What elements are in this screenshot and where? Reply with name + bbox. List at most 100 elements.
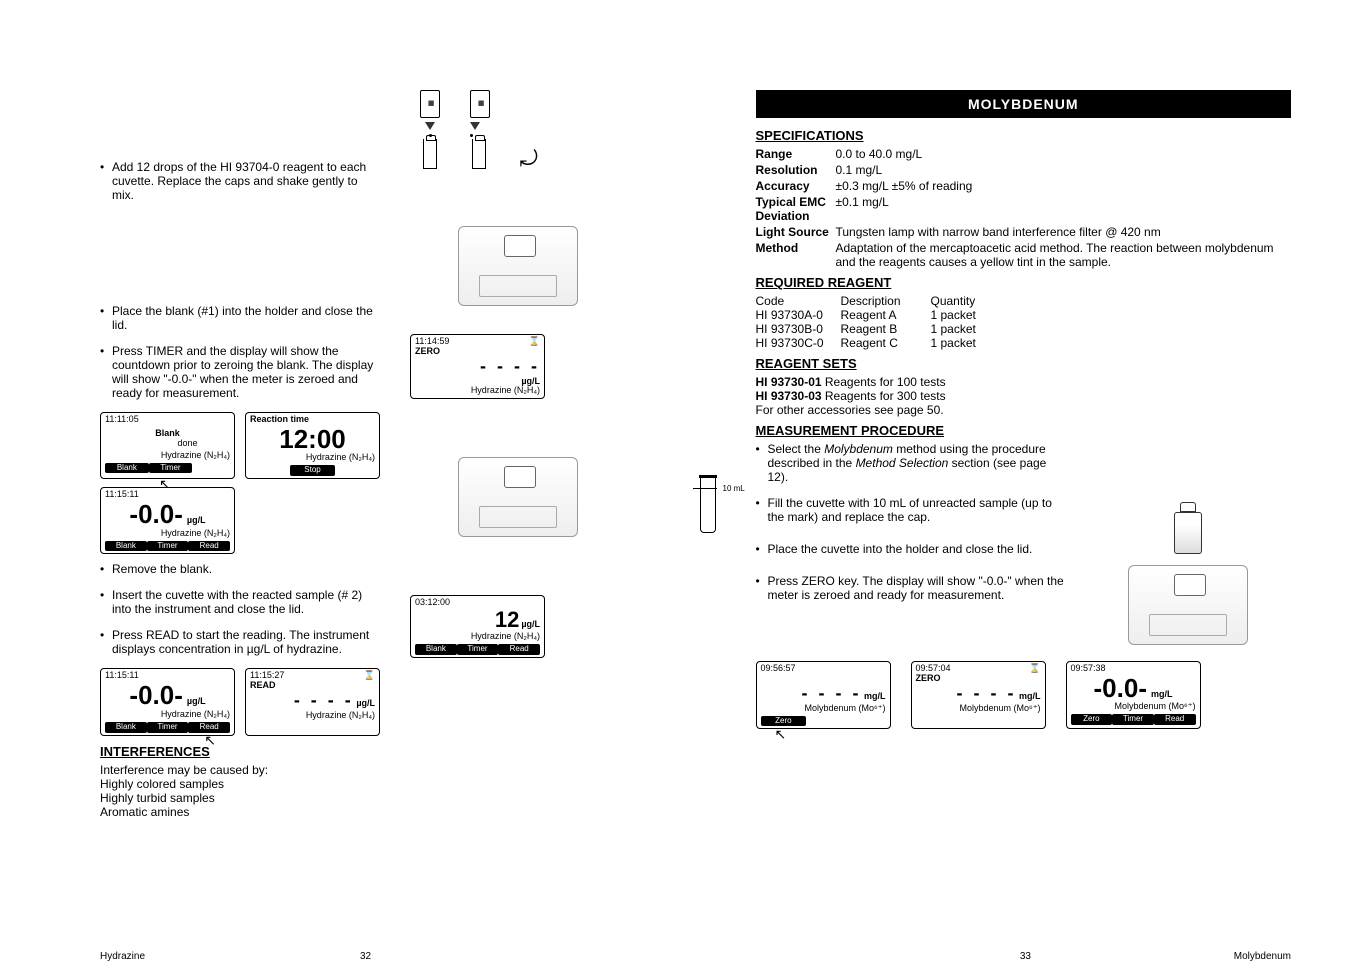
lcd-line: Hydrazine (N₂H₄) (105, 451, 230, 461)
spec-label: Resolution (756, 163, 836, 177)
step-read: Press READ to start the reading. The ins… (100, 628, 380, 656)
lcd-big: 12 (495, 608, 519, 632)
set-desc: Reagents for 100 tests (822, 375, 946, 389)
reagent-cell: Reagent C (841, 336, 931, 350)
lcd-big: -0.0- (129, 681, 182, 710)
reagent-sets-heading: REAGENT SETS (756, 356, 1292, 371)
reagent-row: HI 93730B-0Reagent B1 packet (756, 322, 1292, 336)
lcd-read-ready: 11:15:11 -0.0- µg/L Hydrazine (N₂H₄) Bla… (100, 668, 235, 735)
lcd-dashes: - - - - (294, 690, 354, 710)
lcd-btn: Timer (147, 541, 189, 552)
hourglass-icon: ⌛ (1029, 664, 1040, 674)
set-desc: Reagents for 300 tests (822, 389, 946, 403)
lcd-line: Molybdenum (Mo⁶⁺) (761, 704, 886, 714)
spec-label: Method (756, 241, 836, 269)
lcd-unit: mg/L (864, 691, 886, 701)
lcd-btn: Zero (1071, 714, 1113, 725)
text: Method Selection (856, 456, 949, 470)
reagent-cell: Reagent B (841, 322, 931, 336)
lcd-time: 11:11:05 (105, 415, 230, 425)
footer-name-left: Hydrazine (100, 951, 145, 962)
measurement-text: Select the Molybdenum method using the p… (756, 442, 1065, 653)
reagent-col: Description (841, 294, 931, 308)
step-drops: Add 12 drops of the HI 93704-0 reagent t… (100, 160, 380, 202)
instrument-figure (458, 226, 578, 306)
lcd-dashes: - - - - (957, 683, 1017, 703)
lcd-reading: 11:15:27⌛ READ - - - - µg/L Hydrazine (N… (245, 668, 380, 735)
lcd-line: Blank (105, 429, 230, 439)
tube-label: 10 mL (723, 484, 745, 493)
lcd-btn: Blank (415, 644, 457, 655)
dropper-figure: ⤾ (400, 90, 636, 172)
reagent-row: HI 93730C-0Reagent C1 packet (756, 336, 1292, 350)
reagent-cell: HI 93730B-0 (756, 322, 841, 336)
lcd-result: 03:12:00 12 µg/L Hydrazine (N₂H₄) Blank … (410, 595, 545, 658)
specifications-heading: SPECIFICATIONS (756, 128, 1292, 143)
instrument-figure (1128, 565, 1248, 645)
lcd-btn: Blank (105, 722, 147, 733)
reagent-row: HI 93730A-0Reagent A1 packet (756, 308, 1292, 322)
reagent-header: Code Description Quantity (756, 294, 1292, 308)
lcd-time: 11:14:59 (415, 336, 449, 346)
lcd-unit: µg/L (187, 516, 206, 526)
footer-page-right: 33 (1020, 951, 1031, 962)
lcd-btn: Read (188, 722, 230, 733)
required-reagent-heading: REQUIRED REAGENT (756, 275, 1292, 290)
lcd-btn: Blank (105, 541, 147, 552)
reagent-col: Code (756, 294, 841, 308)
set-note: For other accessories see page 50. (756, 403, 1292, 417)
spec-label: Range (756, 147, 836, 161)
reagent-cell: Reagent A (841, 308, 931, 322)
hourglass-icon: ⌛ (529, 337, 540, 347)
lcd-big: -0.0- (1094, 674, 1147, 703)
lcd-unit: µg/L (356, 698, 375, 708)
interferences-intro: Interference may be caused by: (100, 763, 380, 777)
interference-item: Aromatic amines (100, 805, 380, 819)
step-blank: Place the blank (#1) into the holder and… (100, 304, 380, 332)
step-timer: Press TIMER and the display will show th… (100, 344, 380, 400)
set-code: HI 93730-01 (756, 375, 822, 389)
measure-step: Place the cuvette into the holder and cl… (756, 542, 1065, 556)
lcd-dashes: - - - - (802, 683, 862, 703)
reagent-cell: HI 93730A-0 (756, 308, 841, 322)
text: Select the (768, 442, 825, 456)
cursor-icon: ↖ (204, 733, 216, 748)
spec-value: ±0.1 mg/L (836, 195, 1292, 223)
lcd-unit: µg/L (521, 620, 540, 630)
lcd-btn: Read (188, 541, 230, 552)
measure-step: Fill the cuvette with 10 mL of unreacted… (756, 496, 1065, 524)
lcd-btn: Timer (147, 722, 189, 733)
lcd-btn: Timer (1112, 714, 1154, 725)
left-text-column: Add 12 drops of the HI 93704-0 reagent t… (100, 90, 380, 914)
lcd-time: 11:15:27 (250, 670, 284, 680)
measure-step: Select the Molybdenum method using the p… (756, 442, 1065, 484)
step-insert: Insert the cuvette with the reacted samp… (100, 588, 380, 616)
footer-name-right: Molybdenum (1234, 951, 1291, 962)
text: Molybdenum (824, 442, 893, 456)
measurement-heading: MEASUREMENT PROCEDURE (756, 423, 1292, 438)
lcd-time: 09:57:04 (916, 663, 951, 673)
lcd-line: Hydrazine (N₂H₄) (105, 710, 230, 720)
step-remove: Remove the blank. (100, 562, 380, 576)
spec-value: 0.0 to 40.0 mg/L (836, 147, 1292, 161)
lcd-mo-ready: 09:57:38 -0.0- mg/L Molybdenum (Mo⁶⁺) Ze… (1066, 661, 1201, 729)
lcd-zero-wait: 11:14:59⌛ ZERO - - - - µg/L Hydrazine (N… (410, 334, 545, 399)
spec-label: Light Source (756, 225, 836, 239)
interference-item: Highly colored samples (100, 777, 380, 791)
lcd-btn: Timer (457, 644, 499, 655)
interferences-heading: INTERFERENCES (100, 744, 380, 759)
spec-label: Accuracy (756, 179, 836, 193)
hourglass-icon: ⌛ (364, 671, 375, 681)
reagent-set: HI 93730-03 Reagents for 300 tests (756, 389, 1292, 403)
reagent-cell: 1 packet (931, 336, 1011, 350)
lcd-line: Hydrazine (N₂H₄) (415, 632, 540, 642)
tube-10ml-figure: 10 mL (696, 470, 716, 533)
spec-value: 0.1 mg/L (836, 163, 1292, 177)
spec-value: Tungsten lamp with narrow band interfere… (836, 225, 1292, 239)
reagent-set: HI 93730-01 Reagents for 100 tests (756, 375, 1292, 389)
lcd-line: Hydrazine (N₂H₄) (250, 711, 375, 721)
lcd-unit: mg/L (1151, 690, 1173, 700)
interference-item: Highly turbid samples (100, 791, 380, 805)
lcd-time: 09:56:57 (761, 664, 886, 674)
lcd-line: Hydrazine (N₂H₄) (105, 529, 230, 539)
